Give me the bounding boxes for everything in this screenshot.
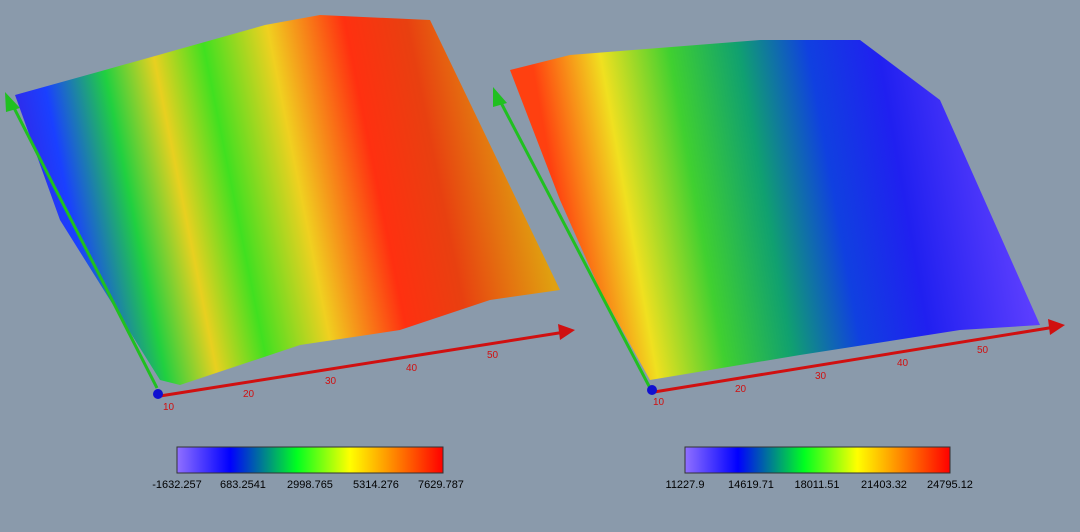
colorbar-label: 2998.765 (287, 479, 333, 491)
colorbar-label: 7629.787 (418, 479, 464, 491)
x-axis (653, 325, 1056, 394)
axis-arrow (1048, 319, 1065, 335)
axis-arrow (558, 324, 575, 340)
x-tick-label: 40 (406, 363, 418, 374)
colorbar-label: 14619.71 (728, 479, 774, 491)
x-tick-label: 50 (487, 350, 499, 361)
x-tick-label: 40 (897, 358, 909, 369)
surface-left (15, 15, 560, 385)
axis-arrow (493, 87, 507, 107)
x-tick-label: 10 (163, 402, 175, 413)
x-axis (159, 330, 566, 398)
colorbar-label: 18011.51 (794, 479, 839, 491)
surface-right (510, 40, 1040, 380)
axis-arrow (5, 92, 20, 112)
origin (153, 389, 163, 399)
y-axis (8, 99, 159, 389)
x-tick-label: 10 (653, 397, 665, 408)
colorbar (684, 446, 951, 474)
colorbar-label: 5314.276 (353, 479, 399, 491)
colorbar-label: 683.2541 (220, 479, 266, 491)
x-tick-label: 20 (735, 384, 747, 395)
x-tick-label: 30 (815, 371, 827, 382)
x-tick-label: 50 (977, 345, 989, 356)
x-tick-label: 30 (325, 376, 337, 387)
colorbar-label: 11227.9 (666, 479, 705, 491)
y-axis (495, 94, 652, 389)
origin (647, 385, 657, 395)
x-tick-label: 20 (243, 389, 255, 400)
colorbar-label: 21403.32 (861, 479, 907, 491)
colorbar-label: 24795.12 (927, 479, 973, 491)
colorbar (176, 446, 444, 474)
colorbar-label: -1632.257 (152, 479, 202, 491)
